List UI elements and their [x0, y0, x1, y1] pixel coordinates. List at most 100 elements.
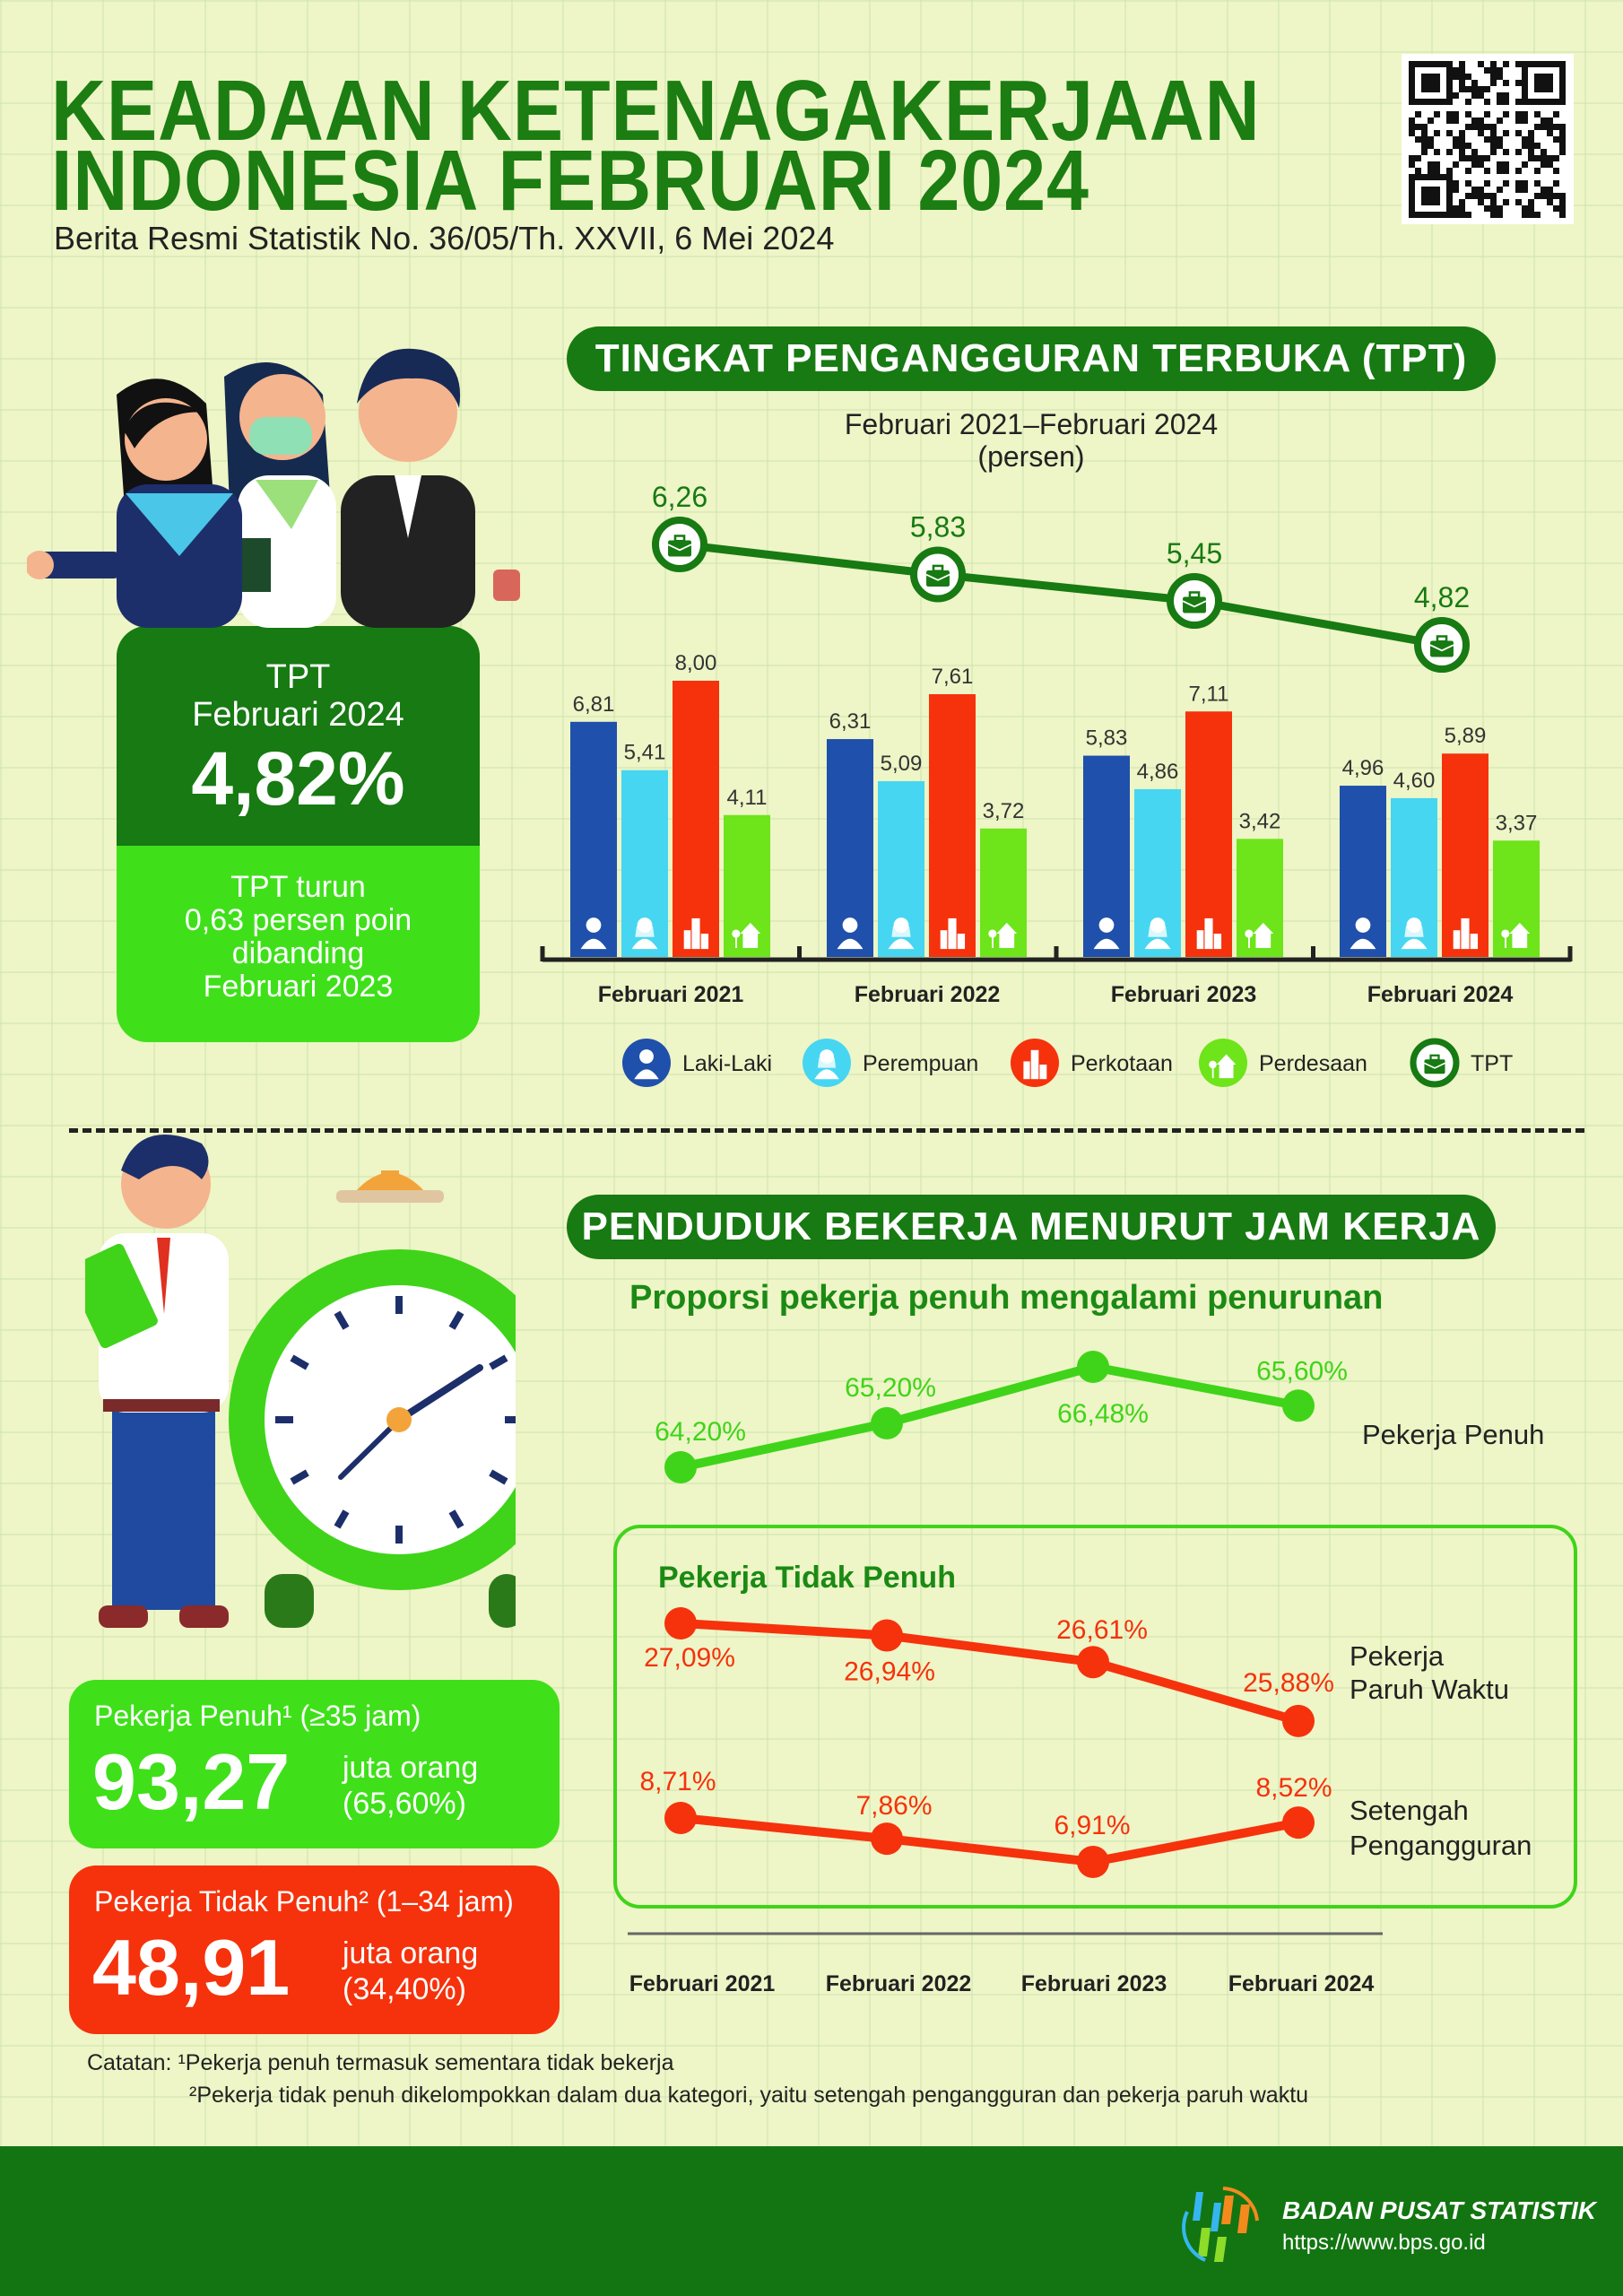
briefcase-icon-handle	[932, 564, 944, 572]
qr-module	[1515, 187, 1522, 193]
qr-module	[1478, 161, 1484, 168]
jam-headline: Proporsi pekerja penuh mengalami penurun…	[629, 1279, 1384, 1317]
qr-module	[1471, 187, 1478, 193]
qr-module	[1484, 205, 1490, 212]
city-building-icon-tower	[691, 918, 700, 950]
qr-module	[1421, 130, 1428, 136]
qr-module	[1541, 74, 1547, 80]
qr-module	[1515, 61, 1522, 67]
category-label: Februari 2024	[1367, 982, 1514, 1007]
qr-module	[1465, 86, 1471, 92]
qr-module	[1522, 117, 1528, 124]
qr-module	[1446, 99, 1453, 105]
qr-module	[1465, 143, 1471, 149]
qr-module	[1415, 155, 1421, 161]
qr-module	[1409, 74, 1415, 80]
qr-module	[1490, 199, 1497, 205]
qr-module	[1440, 99, 1446, 105]
qr-module	[1497, 92, 1503, 99]
qr-module	[1459, 212, 1465, 218]
line-value-label: 26,61%	[1056, 1615, 1148, 1645]
village-house-icon	[732, 922, 761, 948]
qr-module	[1541, 149, 1547, 155]
qr-module	[1434, 168, 1440, 174]
pekerja-tidak-penuh-frame	[613, 1525, 1577, 1909]
qr-module	[1490, 149, 1497, 155]
qr-module	[1547, 199, 1553, 205]
tpt-change-note: TPT turun 0,63 persen poin dibanding Feb…	[117, 846, 480, 1004]
briefcase-icon-flap	[667, 544, 692, 552]
female-person-icon-body	[888, 938, 915, 950]
city-building-icon	[1453, 918, 1479, 950]
qr-module	[1409, 86, 1415, 92]
qr-code-icon	[1402, 54, 1574, 224]
tpt-summary-card: TPT Februari 2024 4,82% TPT turun 0,63 p…	[117, 626, 480, 1042]
qr-module	[1528, 61, 1534, 67]
qr-module	[1547, 117, 1553, 124]
qr-module	[1534, 99, 1541, 105]
qr-module	[1446, 92, 1453, 99]
qr-module	[1421, 136, 1428, 143]
qr-module	[1453, 187, 1459, 193]
qr-module	[1559, 130, 1566, 136]
qr-module	[1434, 161, 1440, 168]
city-building-icon-tower	[1461, 918, 1470, 950]
briefcase-icon-handle	[673, 535, 686, 543]
line-marker	[871, 1619, 903, 1652]
tpt-period: Februari 2024	[192, 696, 404, 734]
qr-module	[1459, 61, 1465, 67]
qr-module	[1446, 111, 1453, 117]
city-building-icon-block	[700, 934, 709, 950]
qr-module	[1453, 180, 1459, 187]
village-house-icon	[988, 922, 1018, 948]
briefcase-icon-case	[1430, 640, 1454, 657]
qr-module	[1478, 86, 1484, 92]
qr-module	[1409, 199, 1415, 205]
qr-module	[1547, 99, 1553, 105]
qr-module	[1409, 187, 1415, 193]
qr-module	[1409, 161, 1415, 168]
clock-tick	[290, 1354, 309, 1370]
qr-module	[1459, 67, 1465, 74]
qr-module	[1415, 124, 1421, 130]
line-value-label: 6,91%	[1054, 1811, 1130, 1840]
qr-module	[1478, 187, 1484, 193]
qr-module	[1528, 149, 1534, 155]
qr-module	[1428, 74, 1434, 80]
qr-module	[1478, 61, 1484, 67]
category-label: Februari 2022	[826, 1971, 972, 1996]
qr-module	[1428, 187, 1434, 193]
city-building-icon-block	[1196, 930, 1204, 950]
pekerja-penuh-unit-block: juta orang (65,60%)	[343, 1750, 478, 1822]
line-value-label: 27,09%	[644, 1643, 735, 1673]
qr-module	[1421, 124, 1428, 130]
qr-module	[1541, 124, 1547, 130]
qr-module	[1553, 193, 1559, 199]
qr-module	[1547, 155, 1553, 161]
village-house-icon	[1245, 922, 1274, 948]
qr-module	[1446, 61, 1453, 67]
pekerja-tidak-penuh-unit: juta orang	[343, 1936, 479, 1970]
qr-module	[1515, 111, 1522, 117]
qr-module	[1409, 80, 1415, 86]
qr-module	[1497, 212, 1503, 218]
qr-module	[1428, 143, 1434, 149]
qr-module	[1528, 205, 1534, 212]
bar-value-label: 5,41	[624, 741, 666, 765]
clock-tick	[489, 1354, 508, 1370]
legend-item-perempuan: Perempuan	[803, 1039, 978, 1087]
male-person-icon-body	[1350, 938, 1376, 950]
qr-module	[1440, 212, 1446, 218]
qr-module	[1497, 187, 1503, 193]
man-figure	[341, 348, 520, 628]
male-person-icon	[634, 1049, 659, 1080]
tpt-section-pill: TINGKAT PENGANGGURAN TERBUKA (TPT)	[567, 326, 1496, 391]
city-building-icon-block	[1213, 934, 1222, 950]
qr-module	[1421, 99, 1428, 105]
qr-module	[1547, 86, 1553, 92]
footer-url[interactable]: https://www.bps.go.id	[1282, 2231, 1486, 2255]
line-value-label: 7,86%	[855, 1791, 932, 1821]
village-house-icon-wall	[1219, 1065, 1234, 1079]
briefcase-icon-flap	[1429, 644, 1454, 652]
